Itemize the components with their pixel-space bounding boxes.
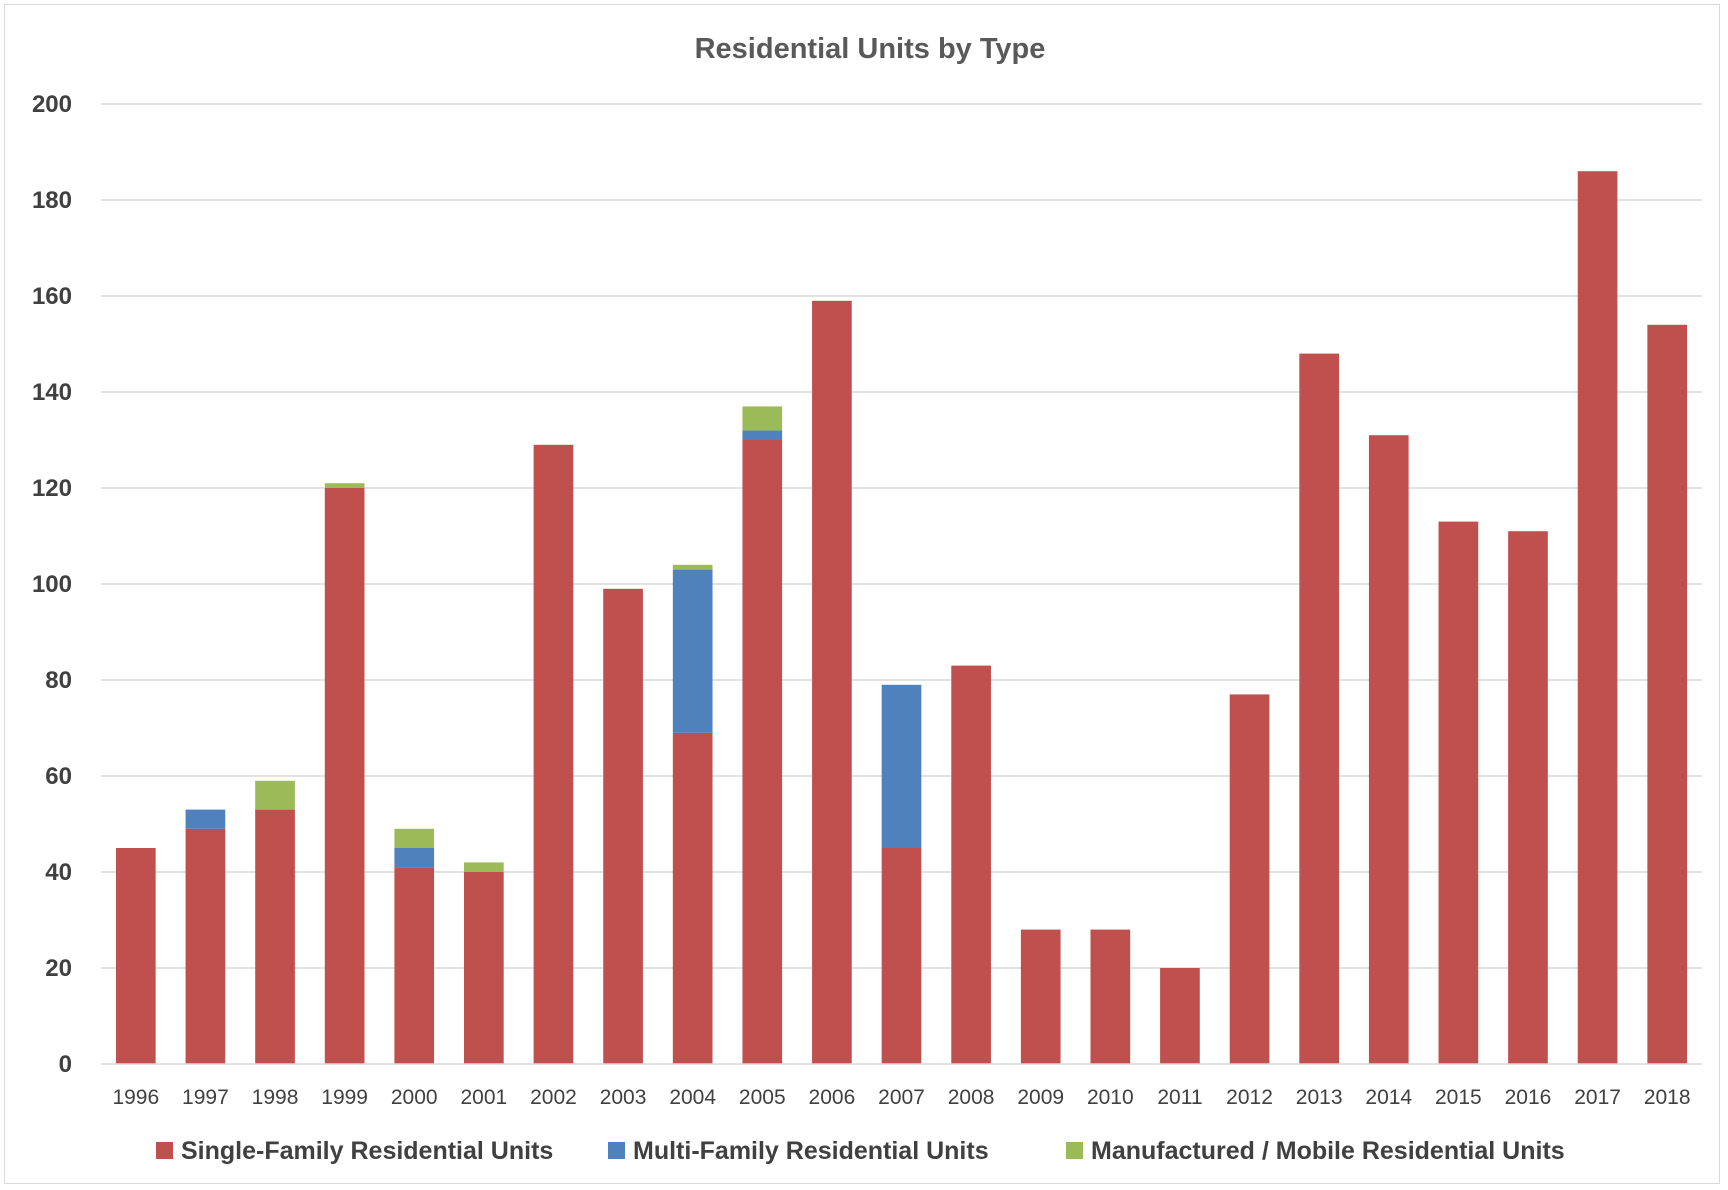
y-tick-label: 20 xyxy=(45,955,72,982)
x-tick-label: 1996 xyxy=(112,1086,159,1109)
x-tick-label: 2013 xyxy=(1296,1086,1343,1109)
bar-segment xyxy=(1299,353,1339,1065)
x-tick-label: 2004 xyxy=(669,1086,716,1109)
bar-segment xyxy=(881,848,922,1064)
bar-segment xyxy=(533,444,574,1064)
x-tick-label: 2000 xyxy=(391,1086,438,1109)
bar-segment xyxy=(394,848,435,868)
x-tick-label: 2014 xyxy=(1365,1086,1412,1109)
bar-segment xyxy=(394,867,435,1064)
bar-segment xyxy=(185,828,226,1064)
bar-segment xyxy=(672,732,713,1064)
bar-segment xyxy=(1160,968,1200,1064)
legend-item: Manufactured / Mobile Residential Units xyxy=(1066,1137,1565,1165)
bar-segment xyxy=(1438,521,1479,1064)
y-tick-label: 140 xyxy=(32,379,72,406)
bar-segment xyxy=(394,828,435,848)
y-tick-label: 160 xyxy=(32,283,72,310)
x-tick-label: 2006 xyxy=(809,1086,856,1109)
bar-segment xyxy=(115,848,156,1064)
bar-segment xyxy=(672,569,713,733)
x-tick-label: 2016 xyxy=(1505,1086,1552,1109)
x-tick-label: 1997 xyxy=(182,1086,229,1109)
legend: Single-Family Residential Units Multi-Fam… xyxy=(156,1137,1565,1165)
y-tick-label: 0 xyxy=(59,1051,72,1078)
x-tick-label: 2002 xyxy=(530,1086,577,1109)
legend-item: Multi-Family Residential Units xyxy=(608,1137,989,1165)
bar-segment xyxy=(1508,531,1548,1064)
x-tick-label: 2011 xyxy=(1157,1086,1202,1109)
bar-segment xyxy=(1647,324,1688,1064)
bar-segment xyxy=(812,300,852,1064)
bar-segment xyxy=(1368,435,1409,1064)
bar-segment xyxy=(255,809,295,1064)
bar-segment xyxy=(1229,694,1270,1064)
y-tick-label: 60 xyxy=(45,763,72,790)
x-tick-label: 2003 xyxy=(600,1086,647,1109)
bars xyxy=(115,171,1688,1065)
bar-segment xyxy=(672,564,713,570)
y-tick-label: 40 xyxy=(45,859,72,886)
bar-segment xyxy=(255,780,295,810)
bar-segment xyxy=(185,809,226,829)
x-tick-label: 2001 xyxy=(460,1086,507,1109)
bar-segment xyxy=(1020,929,1061,1064)
x-tick-label: 2007 xyxy=(878,1086,925,1109)
gridlines xyxy=(101,103,1702,969)
y-tick-label: 100 xyxy=(32,571,72,598)
bar-segment xyxy=(324,488,365,1064)
legend-label: Multi-Family Residential Units xyxy=(633,1137,989,1165)
y-tick-label: 200 xyxy=(32,91,72,118)
x-tick-label: 2009 xyxy=(1017,1086,1064,1109)
x-tick-label: 1999 xyxy=(321,1086,368,1109)
y-tick-label: 80 xyxy=(45,667,72,694)
y-axis-ticks: 0 20 40 60 80 100 120 140 160 180 200 xyxy=(32,91,72,1078)
legend-item: Single-Family Residential Units xyxy=(156,1137,553,1165)
bar-segment xyxy=(1090,929,1131,1064)
x-tick-label: 2017 xyxy=(1574,1086,1621,1109)
bar-segment xyxy=(742,430,783,440)
y-tick-label: 120 xyxy=(32,475,72,502)
bar-segment xyxy=(742,406,783,431)
bar-segment xyxy=(603,588,643,1064)
bar-segment xyxy=(1577,171,1618,1064)
x-tick-label: 2005 xyxy=(739,1086,786,1109)
x-tick-label: 2015 xyxy=(1435,1086,1482,1109)
x-tick-label: 2012 xyxy=(1226,1086,1273,1109)
bar-segment xyxy=(742,440,783,1064)
legend-swatch xyxy=(1066,1142,1083,1159)
bar-segment xyxy=(951,665,991,1064)
bar-segment xyxy=(324,483,365,488)
legend-label: Single-Family Residential Units xyxy=(181,1137,553,1165)
x-tick-label: 2018 xyxy=(1644,1086,1691,1109)
legend-swatch xyxy=(156,1142,173,1159)
legend-label: Manufactured / Mobile Residential Units xyxy=(1091,1137,1565,1165)
bar-segment xyxy=(881,684,922,848)
chart-title: Residential Units by Type xyxy=(695,33,1046,65)
x-tick-label: 2010 xyxy=(1087,1086,1134,1109)
x-axis-ticks: 1996 1997 1998 1999 2000 2001 2002 2003 2004 2005… xyxy=(112,1086,1690,1109)
bar-segment xyxy=(464,862,504,872)
y-tick-label: 180 xyxy=(32,187,72,214)
x-tick-label: 1998 xyxy=(252,1086,299,1109)
legend-swatch xyxy=(608,1142,625,1159)
x-tick-label: 2008 xyxy=(948,1086,995,1109)
bar-segment xyxy=(464,872,504,1064)
